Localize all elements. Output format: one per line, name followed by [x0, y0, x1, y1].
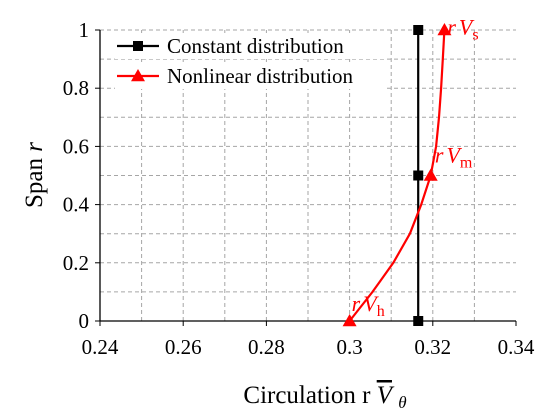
legend-label-1: Constant distribution [167, 34, 344, 58]
legend-bg [115, 63, 385, 89]
legend: Constant distribution Nonlinear distribut… [115, 33, 385, 89]
x-tick-label: 0.24 [82, 335, 119, 359]
axis-titles: Circulation r V θ Span r [21, 142, 407, 412]
series-1-marker [413, 316, 424, 326]
x-axis-title-text: Circulation r [243, 382, 371, 409]
x-tick-label: 0.32 [414, 335, 451, 359]
legend-bg [115, 33, 385, 59]
y-tick-label: 0.4 [63, 193, 90, 217]
y-axis-title: Span r [21, 142, 48, 208]
legend-marker-1 [133, 41, 143, 51]
annotation-layer: r Vh r Vm r Vs [352, 14, 479, 319]
y-axis-title-text: Span [21, 157, 48, 208]
x-axis-title-symbol: V [377, 382, 395, 409]
annotation-label: r Vm [435, 142, 473, 171]
y-tick-label: 1 [79, 18, 90, 42]
x-axis-title-subscript: θ [398, 393, 406, 412]
series-2-marker [437, 23, 452, 36]
series-1-marker [413, 25, 424, 35]
y-tick-label: 0.8 [63, 76, 89, 100]
y-tick-label: 0.2 [63, 251, 89, 275]
y-tick-label: 0 [79, 309, 90, 333]
series-2-marker [342, 314, 357, 327]
x-tick-label: 0.28 [248, 335, 285, 359]
series-layer [342, 23, 452, 327]
annotation-label: r Vh [352, 291, 385, 320]
x-tick-label: 0.34 [498, 335, 535, 359]
legend-label-2: Nonlinear distribution [167, 64, 354, 88]
x-tick-label: 0.26 [165, 335, 202, 359]
y-axis-title-var: r [21, 142, 48, 152]
x-tick-label: 0.3 [336, 335, 362, 359]
axes-layer: 0.24 0.26 0.28 0.3 0.32 0.34 0 0.2 0.4 0.6 0.8 1 [63, 18, 535, 359]
series-1-marker [413, 170, 424, 181]
series-2-marker [423, 168, 438, 181]
y-tick-label: 0.6 [63, 134, 89, 158]
annotation-label: r Vs [447, 14, 478, 43]
x-axis-title: Circulation r V θ [243, 382, 406, 412]
legend-marker-2 [131, 69, 145, 82]
